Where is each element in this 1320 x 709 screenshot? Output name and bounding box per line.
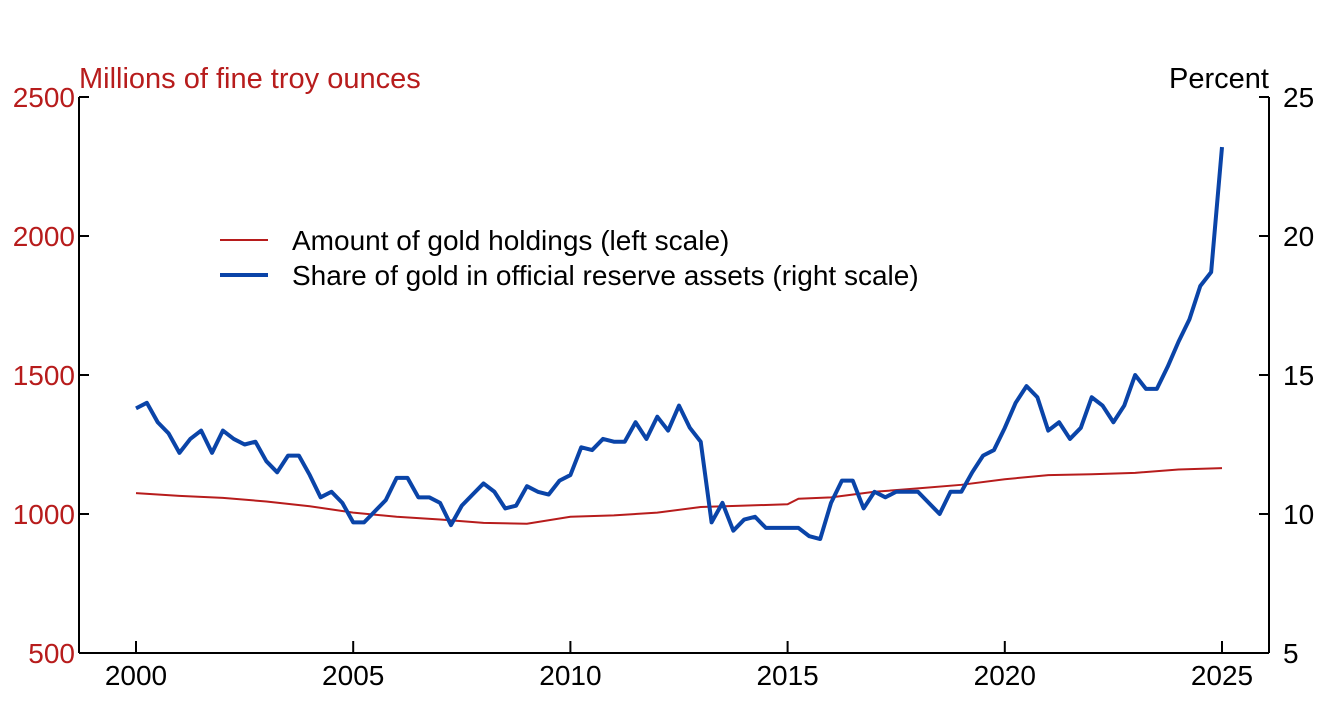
right-tick-label: 20 (1283, 221, 1314, 252)
right-tick-label: 15 (1283, 360, 1314, 391)
left-tick-label: 2000 (13, 221, 75, 252)
x-tick-label: 2025 (1191, 660, 1253, 691)
left-tick-label: 2500 (13, 82, 75, 113)
left-tick-label: 1500 (13, 360, 75, 391)
x-tick-label: 2015 (756, 660, 818, 691)
left-tick-label: 500 (28, 638, 75, 669)
left-axis-label: Millions of fine troy ounces (79, 63, 421, 95)
x-tick-label: 2010 (539, 660, 601, 691)
right-axis-label: Percent (1169, 63, 1269, 95)
legend-label-holdings: Amount of gold holdings (left scale) (292, 225, 729, 256)
right-tick-label: 5 (1283, 638, 1299, 669)
right-tick-label: 25 (1283, 82, 1314, 113)
x-tick-label: 2005 (322, 660, 384, 691)
x-tick-label: 2020 (974, 660, 1036, 691)
series-line-gold-share (135, 146, 1224, 542)
legend-label-share: Share of gold in official reserve assets… (292, 260, 919, 291)
legend: Amount of gold holdings (left scale) Sha… (220, 225, 919, 291)
left-tick-label: 1000 (13, 499, 75, 530)
right-tick-label: 10 (1283, 499, 1314, 530)
series-lines (135, 146, 1224, 542)
x-tick-label: 2000 (105, 660, 167, 691)
series-line-gold-holdings (135, 467, 1223, 525)
